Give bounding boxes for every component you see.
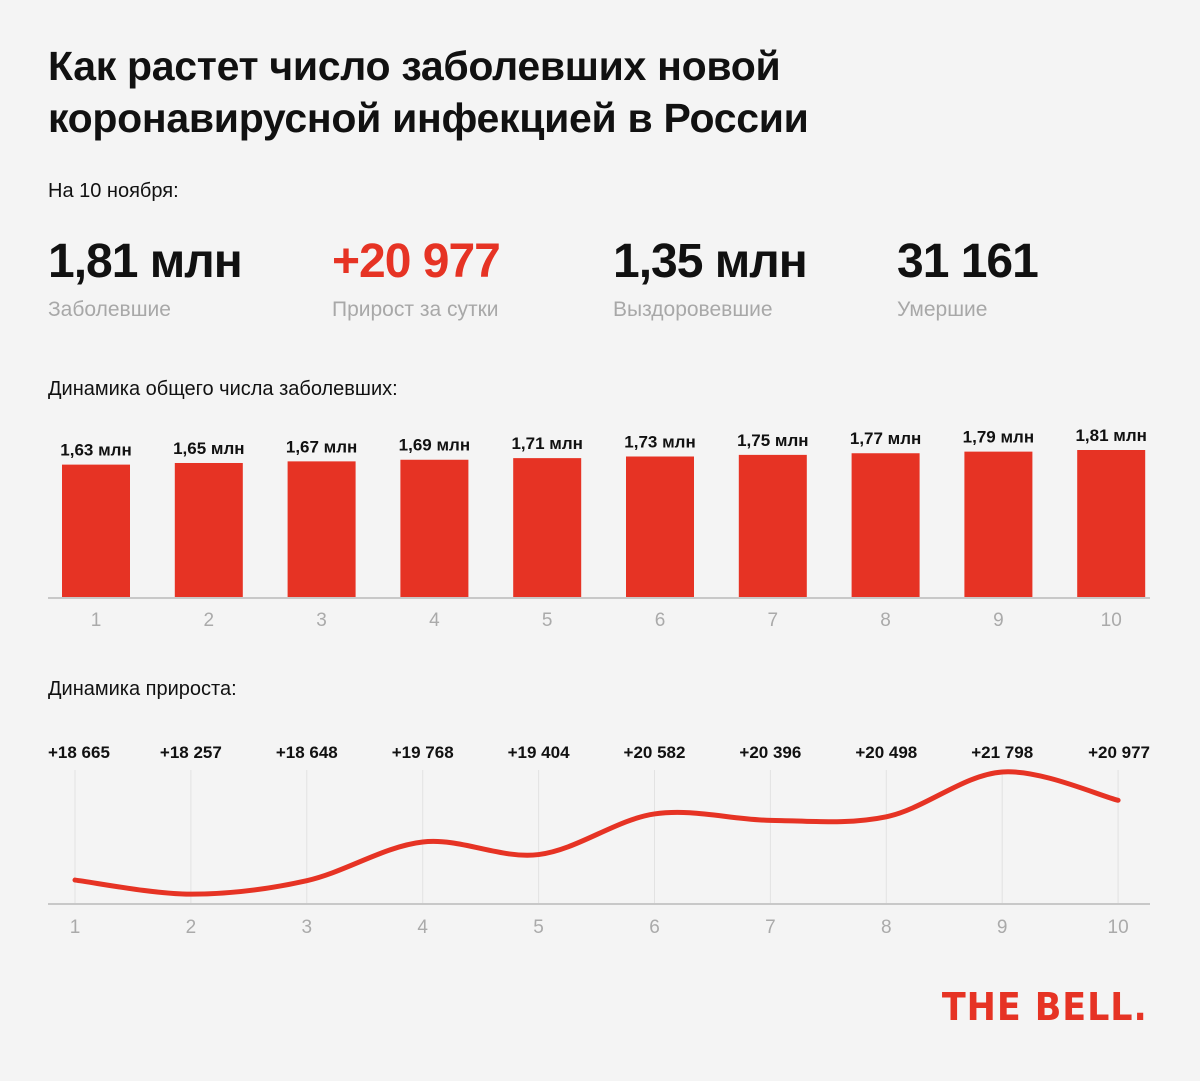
x-tick-label: 5 xyxy=(542,610,553,631)
bar xyxy=(287,461,356,597)
bar-data-label: 1,71 млн xyxy=(511,434,582,453)
x-tick-label: 5 xyxy=(533,917,544,938)
stat-recovered: 1,35 млн Выздоровевшие xyxy=(613,232,808,322)
series-line xyxy=(72,769,1121,897)
line-data-label: +19 768 xyxy=(392,743,454,762)
bar xyxy=(738,454,807,597)
stat-value: 1,35 млн xyxy=(613,235,808,288)
x-tick-label: 9 xyxy=(993,610,1004,631)
x-tick-label: 3 xyxy=(316,610,327,631)
bar-data-label: 1,73 млн xyxy=(624,432,695,451)
x-tick-label: 10 xyxy=(1101,610,1122,631)
bar xyxy=(626,456,694,597)
x-tick-label: 9 xyxy=(997,917,1008,938)
the-bell-logo: THE BELL. xyxy=(942,985,1148,1029)
bar xyxy=(513,458,582,597)
bar-data-label: 1,69 млн xyxy=(399,436,470,455)
x-tick-label: 2 xyxy=(186,917,197,938)
line-data-label: +20 582 xyxy=(624,743,686,762)
line-data-label: +18 665 xyxy=(48,743,110,762)
line-data-label: +19 404 xyxy=(508,743,570,762)
x-tick-label: 4 xyxy=(429,610,440,631)
bar-data-label: 1,81 млн xyxy=(1075,426,1146,445)
stat-deaths: 31 161 Умершие xyxy=(897,232,1039,322)
as-of-date: На 10 ноября: xyxy=(48,180,179,202)
stat-value: 1,81 млн xyxy=(48,235,243,288)
bar xyxy=(1077,450,1146,597)
bar-data-label: 1,65 млн xyxy=(173,439,244,458)
line-data-label: +18 257 xyxy=(160,743,222,762)
line-chart-title: Динамика прироста: xyxy=(48,678,237,700)
line-data-label: +21 798 xyxy=(971,743,1033,762)
bar-data-label: 1,67 млн xyxy=(286,437,357,456)
x-tick-label: 6 xyxy=(655,610,666,631)
stat-value: 31 161 xyxy=(897,235,1039,288)
x-tick-label: 1 xyxy=(70,917,81,938)
x-tick-label: 2 xyxy=(204,610,215,631)
bar xyxy=(851,453,920,597)
line-data-label: +18 648 xyxy=(276,743,338,762)
stat-label: Выздоровевшие xyxy=(613,298,773,321)
stat-label: Заболевшие xyxy=(48,298,171,321)
x-tick-label: 3 xyxy=(302,917,313,938)
bar xyxy=(964,451,1033,597)
bar-data-label: 1,75 млн xyxy=(737,431,808,450)
bar xyxy=(62,464,130,597)
stat-daily-increase: +20 977 Прирост за сутки xyxy=(332,232,501,322)
x-tick-label: 4 xyxy=(417,917,428,938)
line-data-label: +20 977 xyxy=(1088,743,1150,762)
x-tick-label: 8 xyxy=(881,917,892,938)
bar-data-label: 1,77 млн xyxy=(850,429,921,448)
stat-value: +20 977 xyxy=(332,235,501,288)
x-tick-label: 8 xyxy=(880,610,891,631)
x-tick-label: 7 xyxy=(765,917,776,938)
x-tick-label: 6 xyxy=(649,917,660,938)
stat-cases: 1,81 млн Заболевшие xyxy=(48,232,243,322)
line-data-label: +20 498 xyxy=(855,743,917,762)
bar xyxy=(174,462,243,597)
page-title: Как растет число заболевших новой корона… xyxy=(48,43,809,141)
x-tick-label: 10 xyxy=(1108,917,1129,938)
bar-chart-title: Динамика общего числа заболевших: xyxy=(48,378,398,400)
bar-data-label: 1,63 млн xyxy=(60,441,131,460)
stat-label: Умершие xyxy=(897,298,988,321)
x-tick-label: 7 xyxy=(768,610,779,631)
x-tick-label: 1 xyxy=(91,610,102,631)
bar xyxy=(400,459,469,597)
stat-label: Прирост за сутки xyxy=(332,298,499,321)
line-data-label: +20 396 xyxy=(739,743,801,762)
bar-data-label: 1,79 млн xyxy=(963,428,1034,447)
